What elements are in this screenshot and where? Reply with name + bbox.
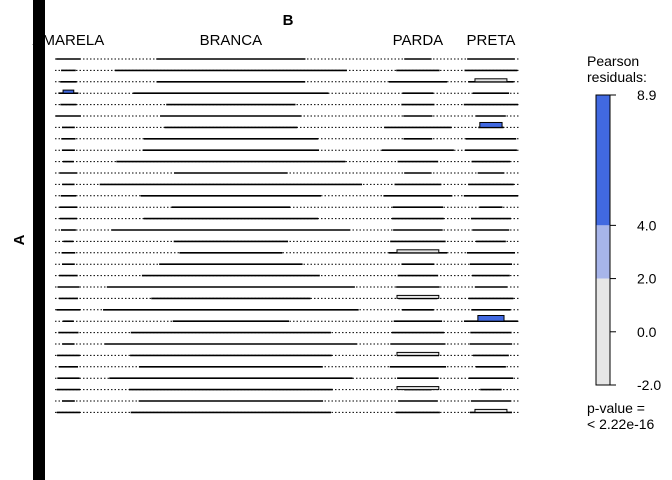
legend-bar-frame <box>595 94 611 386</box>
legend-tick-label: 8.9 <box>637 87 657 103</box>
legend-title-line1: Pearson <box>587 53 639 69</box>
legend-tick-label: -2.0 <box>637 377 661 393</box>
residual-cell-preta <box>477 315 505 322</box>
residual-cell-preta <box>479 121 503 128</box>
residual-cell-parda <box>396 386 440 391</box>
y-axis-title: A <box>11 234 28 245</box>
residual-legend: Pearson residuals: 8.9 4.0 2.0 0.0 -2.0 p-va… <box>587 53 661 432</box>
legend-segment <box>596 95 610 226</box>
legend-segment <box>596 225 610 279</box>
legend-title-line2: residuals: <box>587 69 647 85</box>
p-value: < 2.22e-16 <box>587 416 655 432</box>
residual-cell-preta <box>474 408 508 413</box>
legend-ticks: 8.9 4.0 2.0 0.0 -2.0 <box>610 87 661 393</box>
residual-cell-parda <box>396 249 440 254</box>
mosaic-cells <box>62 78 508 413</box>
column-label-preta: PRETA <box>466 32 515 49</box>
column-label-parda: PARDA <box>393 32 444 49</box>
row-label-band <box>33 0 45 480</box>
residual-cell-parda <box>396 294 440 299</box>
column-label-amarela: AMARELA <box>33 32 105 49</box>
residual-cell-preta <box>474 78 508 83</box>
residual-cell-parda <box>396 351 440 356</box>
legend-tick-label: 0.0 <box>637 324 657 340</box>
legend-segment <box>596 278 610 385</box>
legend-color-bar <box>595 94 611 386</box>
p-value-label: p-value = <box>587 400 645 416</box>
legend-tick-label: 4.0 <box>637 217 657 233</box>
x-axis-title: B <box>283 12 294 29</box>
column-label-branca: BRANCA <box>200 32 263 49</box>
column-labels: AMARELA BRANCA PARDA PRETA <box>33 32 516 49</box>
mosaic-grid <box>55 58 520 414</box>
legend-tick-label: 2.0 <box>637 271 657 287</box>
residual-cell-amarela <box>62 89 75 94</box>
